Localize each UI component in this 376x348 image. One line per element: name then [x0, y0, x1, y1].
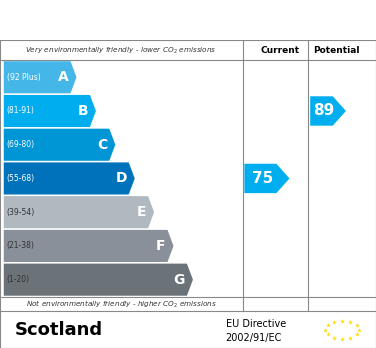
- Polygon shape: [244, 164, 290, 193]
- Polygon shape: [4, 163, 135, 195]
- Text: 89: 89: [313, 103, 334, 118]
- Text: C: C: [97, 138, 108, 152]
- Text: F: F: [156, 239, 165, 253]
- Text: 2002/91/EC: 2002/91/EC: [226, 333, 282, 343]
- Text: E: E: [137, 205, 146, 219]
- Polygon shape: [310, 96, 346, 126]
- Text: (69-80): (69-80): [7, 140, 35, 149]
- Text: (81-91): (81-91): [7, 106, 35, 116]
- Text: (21-38): (21-38): [7, 242, 35, 251]
- Polygon shape: [4, 61, 77, 93]
- Text: Scotland: Scotland: [15, 321, 103, 339]
- Text: Potential: Potential: [313, 46, 360, 55]
- Polygon shape: [4, 230, 173, 262]
- Text: (1-20): (1-20): [7, 275, 30, 284]
- Text: Not environmentally friendly - higher CO$_2$ emissions: Not environmentally friendly - higher CO…: [26, 298, 217, 310]
- Text: (92 Plus): (92 Plus): [7, 73, 41, 82]
- Polygon shape: [4, 129, 115, 161]
- Text: (55-68): (55-68): [7, 174, 35, 183]
- Polygon shape: [4, 263, 193, 296]
- Text: D: D: [115, 172, 127, 185]
- Text: Current: Current: [261, 46, 300, 55]
- Text: B: B: [77, 104, 88, 118]
- Polygon shape: [4, 95, 96, 127]
- Text: A: A: [58, 70, 68, 84]
- Text: EU Directive: EU Directive: [226, 319, 286, 329]
- Text: Very environmentally friendly - lower CO$_2$ emissions: Very environmentally friendly - lower CO…: [26, 45, 217, 56]
- Text: (39-54): (39-54): [7, 208, 35, 217]
- Text: Environmental Impact (CO$_2$) Rating: Environmental Impact (CO$_2$) Rating: [29, 10, 347, 30]
- Text: 75: 75: [252, 171, 273, 186]
- Text: G: G: [174, 273, 185, 287]
- Polygon shape: [4, 196, 154, 228]
